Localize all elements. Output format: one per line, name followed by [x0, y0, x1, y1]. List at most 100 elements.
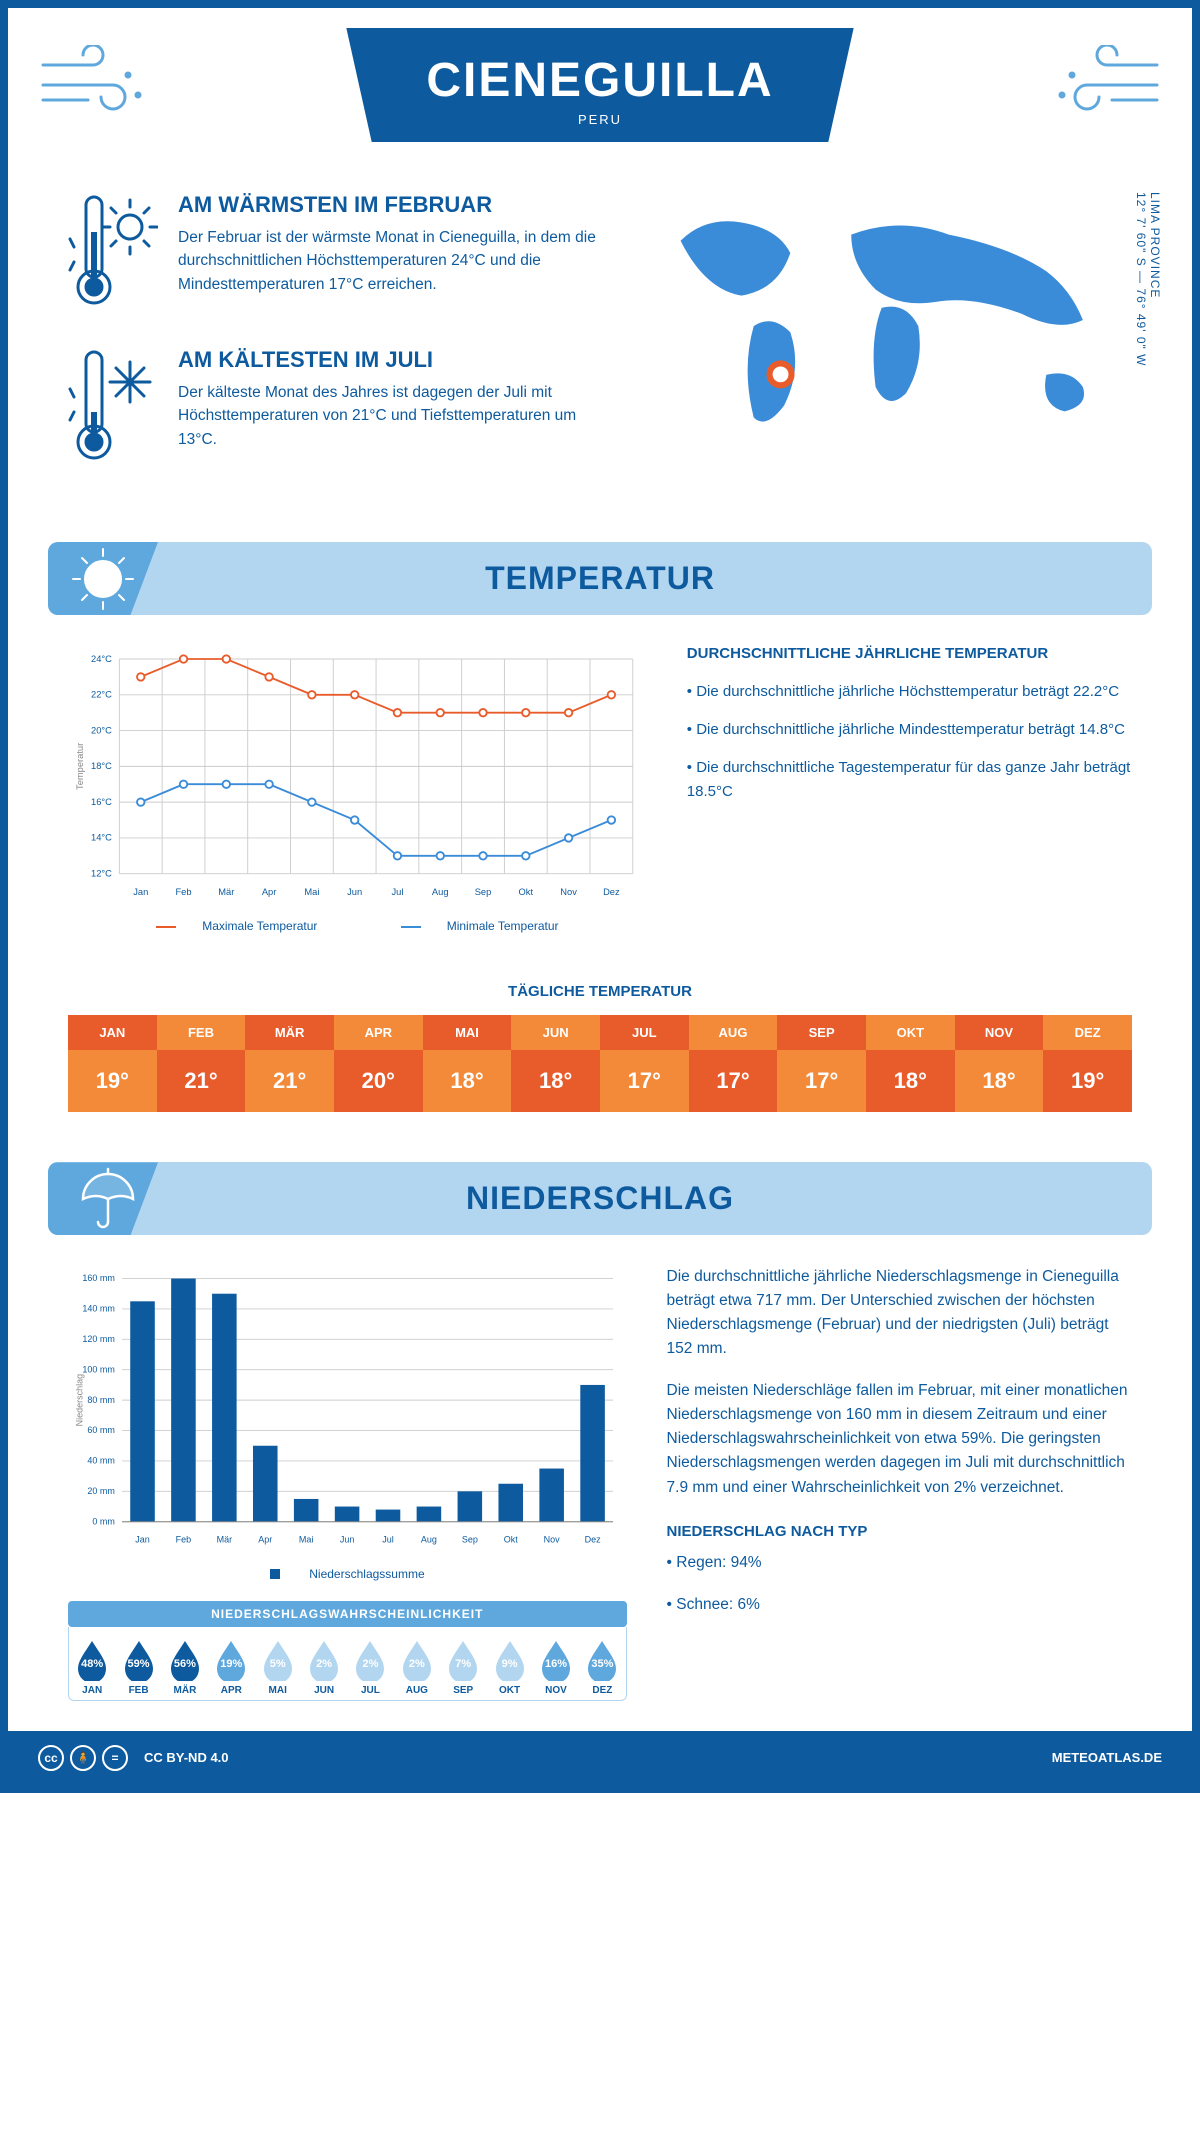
svg-text:120 mm: 120 mm: [82, 1334, 115, 1344]
svg-text:20°C: 20°C: [91, 725, 112, 735]
probability-cell: 2% JUN: [301, 1639, 347, 1696]
raindrop-icon: 19%: [214, 1639, 248, 1681]
probability-cell: 16% NOV: [533, 1639, 579, 1696]
month-header: SEP: [777, 1015, 866, 1050]
month-header: NOV: [955, 1015, 1044, 1050]
raindrop-icon: 56%: [168, 1639, 202, 1681]
daily-temp-value: 17°: [689, 1050, 778, 1112]
chart-legend: Maximale Temperatur Minimale Temperatur: [68, 919, 647, 933]
precipitation-chart: 0 mm20 mm40 mm60 mm80 mm100 mm120 mm140 …: [68, 1265, 627, 1700]
legend-max: Maximale Temperatur: [202, 919, 317, 933]
precip-type-title: NIEDERSCHLAG NACH TYP: [667, 1520, 1132, 1543]
precip-type-item: • Regen: 94%: [667, 1551, 1132, 1575]
month-header: AUG: [689, 1015, 778, 1050]
section-title: TEMPERATUR: [48, 560, 1152, 597]
svg-text:Sep: Sep: [462, 1535, 478, 1545]
precip-type-item: • Schnee: 6%: [667, 1593, 1132, 1617]
raindrop-icon: 9%: [493, 1639, 527, 1681]
probability-cell: 56% MÄR: [162, 1639, 208, 1696]
svg-text:Mär: Mär: [217, 1535, 233, 1545]
daily-temp-value: 21°: [157, 1050, 246, 1112]
probability-cell: 2% AUG: [394, 1639, 440, 1696]
warmest-title: AM WÄRMSTEN IM FEBRUAR: [178, 192, 604, 218]
svg-text:Jun: Jun: [340, 1535, 355, 1545]
temperature-chart: 12°C14°C16°C18°C20°C22°C24°CJanFebMärApr…: [68, 645, 647, 933]
location-country: PERU: [426, 112, 773, 127]
svg-text:Apr: Apr: [262, 887, 277, 897]
title-banner: CIENEGUILLA PERU: [346, 28, 853, 142]
probability-cell: 35% DEZ: [579, 1639, 625, 1696]
coldest-text: AM KÄLTESTEN IM JULI Der kälteste Monat …: [178, 347, 604, 472]
svg-text:Jul: Jul: [382, 1535, 394, 1545]
month-header: APR: [334, 1015, 423, 1050]
probability-cell: 59% FEB: [115, 1639, 161, 1696]
cc-license: cc 🧍 = CC BY-ND 4.0: [38, 1745, 229, 1771]
daily-temp-value: 21°: [245, 1050, 334, 1112]
svg-text:Mai: Mai: [299, 1535, 314, 1545]
temperature-header: TEMPERATUR: [48, 542, 1152, 615]
header: CIENEGUILLA PERU: [8, 8, 1192, 172]
svg-text:Jan: Jan: [133, 887, 148, 897]
raindrop-icon: 59%: [122, 1639, 156, 1681]
daily-temp-value: 19°: [68, 1050, 157, 1112]
svg-text:0 mm: 0 mm: [92, 1517, 115, 1527]
probability-cell: 19% APR: [208, 1639, 254, 1696]
license-text: CC BY-ND 4.0: [144, 1750, 229, 1765]
svg-text:24°C: 24°C: [91, 654, 112, 664]
svg-text:20 mm: 20 mm: [87, 1486, 115, 1496]
svg-text:12°C: 12°C: [91, 869, 112, 879]
raindrop-icon: 2%: [307, 1639, 341, 1681]
warmest-text: AM WÄRMSTEN IM FEBRUAR Der Februar ist d…: [178, 192, 604, 317]
legend-min: Minimale Temperatur: [447, 919, 559, 933]
location-title: CIENEGUILLA: [426, 53, 773, 108]
month-header: JUN: [511, 1015, 600, 1050]
probability-cell: 2% JUL: [347, 1639, 393, 1696]
daily-temp-value: 17°: [777, 1050, 866, 1112]
sun-icon: [48, 542, 158, 615]
svg-text:160 mm: 160 mm: [82, 1274, 115, 1284]
svg-text:Okt: Okt: [519, 887, 534, 897]
svg-text:140 mm: 140 mm: [82, 1304, 115, 1314]
intro-left: AM WÄRMSTEN IM FEBRUAR Der Februar ist d…: [68, 192, 604, 502]
raindrop-icon: 7%: [446, 1639, 480, 1681]
svg-text:40 mm: 40 mm: [87, 1456, 115, 1466]
daily-temp-table: JANFEBMÄRAPRMAIJUNJULAUGSEPOKTNOVDEZ19°2…: [68, 1015, 1132, 1112]
raindrop-icon: 35%: [585, 1639, 619, 1681]
svg-text:Sep: Sep: [475, 887, 492, 897]
precipitation-body: 0 mm20 mm40 mm60 mm80 mm100 mm120 mm140 …: [8, 1235, 1192, 1730]
warmest-desc: Der Februar ist der wärmste Monat in Cie…: [178, 226, 604, 296]
precipitation-info: Die durchschnittliche jährliche Niedersc…: [667, 1265, 1132, 1700]
svg-text:Feb: Feb: [175, 887, 191, 897]
coldest-desc: Der kälteste Monat des Jahres ist dagege…: [178, 381, 604, 451]
world-map: LIMA PROVINCE 12° 7' 60" S — 76° 49' 0" …: [644, 192, 1132, 502]
coldest-block: AM KÄLTESTEN IM JULI Der kälteste Monat …: [68, 347, 604, 472]
legend-precip: Niederschlagssumme: [309, 1567, 424, 1581]
warmest-block: AM WÄRMSTEN IM FEBRUAR Der Februar ist d…: [68, 192, 604, 317]
svg-text:18°C: 18°C: [91, 761, 112, 771]
thermometer-cold-icon: [68, 347, 158, 472]
temp-bullet: • Die durchschnittliche jährliche Mindes…: [687, 718, 1132, 742]
chart-legend: Niederschlagssumme: [68, 1567, 627, 1581]
month-header: DEZ: [1043, 1015, 1132, 1050]
svg-text:Aug: Aug: [432, 887, 449, 897]
intro-section: AM WÄRMSTEN IM FEBRUAR Der Februar ist d…: [8, 172, 1192, 542]
svg-text:Jul: Jul: [391, 887, 403, 897]
svg-text:100 mm: 100 mm: [82, 1365, 115, 1375]
infographic-container: CIENEGUILLA PERU: [0, 0, 1200, 1793]
svg-text:Feb: Feb: [176, 1535, 192, 1545]
temperature-body: 12°C14°C16°C18°C20°C22°C24°CJanFebMärApr…: [8, 615, 1192, 953]
raindrop-icon: 2%: [400, 1639, 434, 1681]
wind-icon: [38, 45, 158, 125]
temp-bullet: • Die durchschnittliche Tagestemperatur …: [687, 756, 1132, 804]
svg-text:80 mm: 80 mm: [87, 1395, 115, 1405]
probability-cell: 5% MAI: [255, 1639, 301, 1696]
month-header: JUL: [600, 1015, 689, 1050]
probability-cell: 9% OKT: [486, 1639, 532, 1696]
coordinates: LIMA PROVINCE 12° 7' 60" S — 76° 49' 0" …: [1134, 192, 1162, 366]
probability-box: NIEDERSCHLAGSWAHRSCHEINLICHKEIT 48% JAN …: [68, 1601, 627, 1701]
province: LIMA PROVINCE: [1148, 192, 1162, 298]
svg-text:Okt: Okt: [504, 1535, 519, 1545]
daily-temp-value: 18°: [423, 1050, 512, 1112]
svg-text:Jun: Jun: [347, 887, 362, 897]
umbrella-icon: [48, 1162, 158, 1235]
